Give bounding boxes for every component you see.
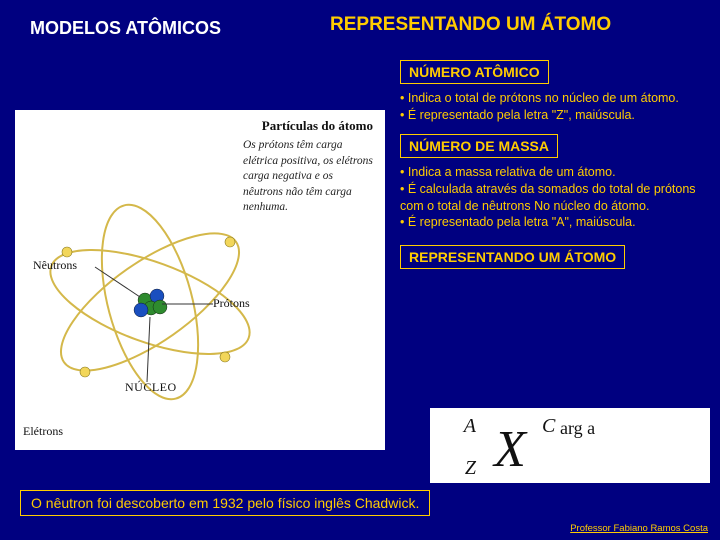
atom-label-protons: Prótons — [213, 296, 250, 311]
svg-text:Z: Z — [465, 457, 477, 479]
box-numero-massa: NÚMERO DE MASSA — [400, 134, 558, 158]
footer-credit: Professor Fabiano Ramos Costa — [570, 523, 708, 534]
atom-particles-title: Partículas do átomo — [262, 118, 373, 134]
box-numero-atomico: NÚMERO ATÔMICO — [400, 60, 549, 84]
formula-svg: A Z X C arg a — [430, 408, 710, 483]
formula-panel: A Z X C arg a — [430, 408, 710, 483]
atom-label-nucleo: NÚCLEO — [125, 380, 177, 395]
text-numero-massa: • Indica a massa relativa de um átomo.• … — [400, 164, 710, 232]
svg-text:X: X — [492, 421, 528, 478]
atom-label-neutrons: Nêutrons — [33, 258, 77, 273]
svg-text:A: A — [462, 415, 477, 437]
atom-diagram-panel: Partículas do átomo Os prótons têm carga… — [15, 110, 385, 450]
chadwick-box: O nêutron foi descoberto em 1932 pelo fí… — [20, 490, 430, 516]
right-column: NÚMERO ATÔMICO • Indica o total de próto… — [400, 60, 710, 275]
svg-text:C: C — [542, 415, 556, 437]
text-numero-atomico: • Indica o total de prótons no núcleo de… — [400, 90, 710, 124]
box-representando: REPRESENTANDO UM ÁTOMO — [400, 245, 625, 269]
header-right-title: REPRESENTANDO UM ÁTOMO — [330, 14, 611, 36]
svg-text:arg a: arg a — [560, 418, 595, 438]
atom-label-eletrons: Elétrons — [23, 424, 63, 439]
header-left-title: MODELOS ATÔMICOS — [30, 18, 221, 39]
